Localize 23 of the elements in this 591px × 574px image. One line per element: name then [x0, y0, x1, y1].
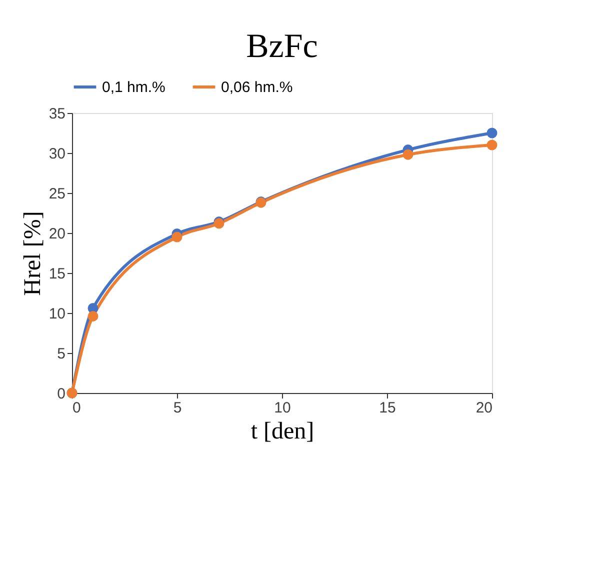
- chart-title: BzFc: [246, 28, 318, 65]
- legend-label: 0,1 hm.%: [102, 79, 166, 96]
- y-tick-label: 10: [48, 306, 66, 322]
- y-tick-label: 0: [57, 386, 66, 402]
- y-tick-label: 30: [48, 146, 66, 162]
- x-axis-title: t [den]: [250, 418, 314, 444]
- point: [402, 149, 414, 160]
- x-tick-label: 15: [379, 400, 396, 416]
- y-tick-label: 25: [48, 186, 66, 202]
- x-tick-label: 0: [72, 400, 81, 416]
- y-tick-label: 5: [57, 346, 66, 362]
- y-tick-label: 35: [48, 106, 66, 122]
- point: [88, 310, 98, 322]
- y-axis-title: Hrel [%]: [20, 211, 46, 296]
- point: [486, 140, 498, 150]
- y-tick-label: 20: [48, 226, 66, 242]
- point: [486, 128, 498, 138]
- x-tick-label: 10: [274, 400, 291, 416]
- y-tick-label: 15: [48, 266, 66, 282]
- legend-label: 0,06 hm.%: [221, 79, 293, 96]
- x-tick-label: 5: [173, 400, 182, 416]
- x-tick-label: 20: [476, 400, 492, 416]
- point: [172, 232, 182, 242]
